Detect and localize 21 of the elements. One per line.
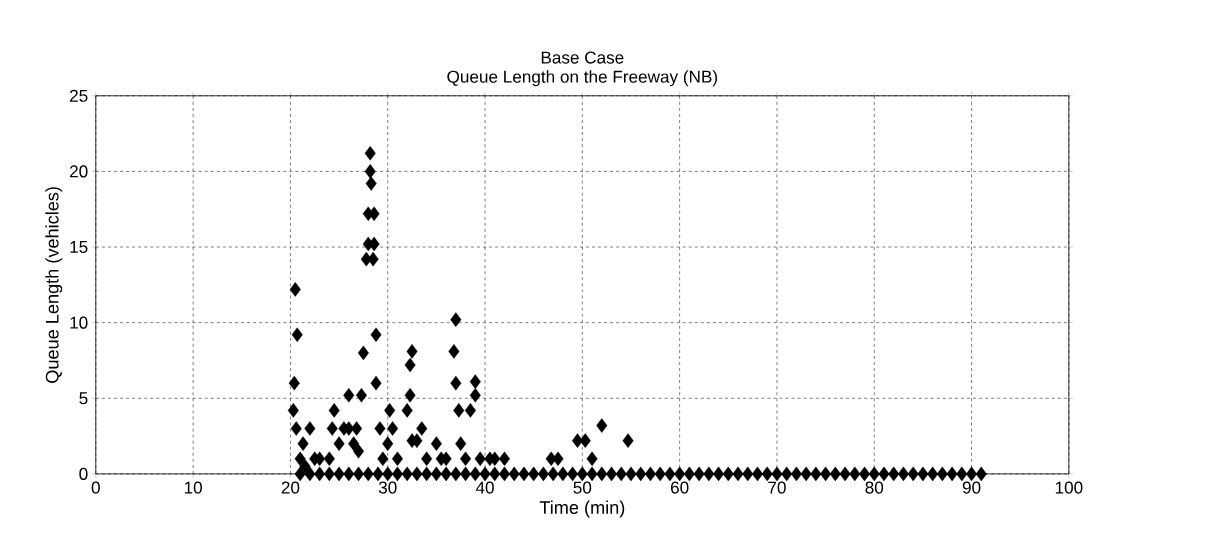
y-tick-label: 10 [70,316,88,329]
x-tick-label: 0 [91,481,100,494]
x-tick-label: 70 [768,481,786,494]
y-tick-label: 0 [79,467,88,480]
x-tick-label: 40 [475,481,494,494]
chart-subtitle: Queue Length on the Freeway (NB) [447,70,718,86]
x-tick-label: 30 [378,481,397,494]
x-axis-title: Time (min) [539,500,625,518]
y-axis-title: Queue Length (vehicles) [45,186,63,383]
x-tick-label: 50 [573,481,592,494]
x-tick-label: 100 [1055,481,1083,494]
x-tick-label: 20 [281,481,300,494]
x-tick-label: 90 [962,481,981,494]
y-tick-label: 25 [70,89,88,102]
chart-title: Base Case [541,51,624,64]
x-tick-label: 10 [184,481,202,494]
y-tick-label: 20 [70,165,88,178]
y-tick-label: 5 [79,392,88,405]
x-tick-label: 80 [865,481,884,494]
y-tick-label: 15 [70,240,88,253]
x-tick-label: 60 [670,481,689,494]
